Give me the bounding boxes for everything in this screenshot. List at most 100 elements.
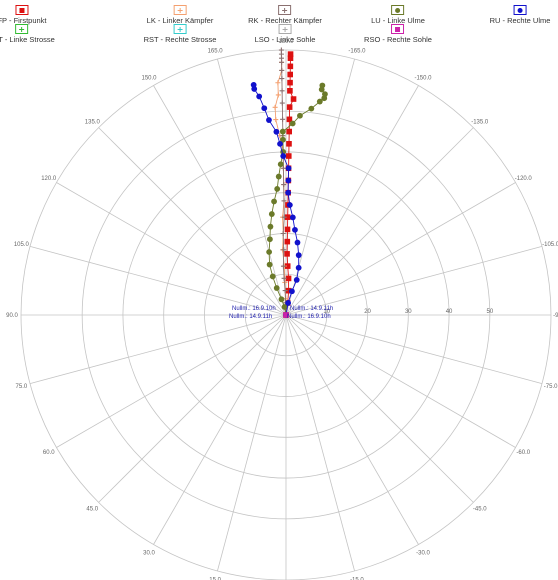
data-point xyxy=(285,275,292,282)
data-point xyxy=(286,140,292,147)
annotation-label: Nullm.: 16.9.10h xyxy=(232,306,276,312)
data-point xyxy=(281,198,287,204)
grid-spoke xyxy=(285,246,543,316)
data-point xyxy=(285,153,292,159)
radial-tick-labels: 10 20 30 40 50 xyxy=(323,309,493,315)
data-point xyxy=(280,165,286,171)
data-point xyxy=(289,120,296,127)
data-point xyxy=(284,214,291,220)
grid-spoke xyxy=(29,314,287,384)
radial-tick-label: 20 xyxy=(364,309,371,315)
legend-swatch xyxy=(278,5,292,15)
angle-tick-label: 165.0 xyxy=(208,48,224,54)
legend-swatch xyxy=(173,5,187,15)
angle-tick-label: 45.0 xyxy=(86,507,98,513)
series xyxy=(283,312,289,318)
legend-item: RST - Rechte Strosse xyxy=(143,24,217,44)
grid-spoke xyxy=(56,314,287,448)
data-point xyxy=(294,239,301,246)
grid-spoke xyxy=(285,314,355,572)
radial-tick-label: 30 xyxy=(405,309,412,315)
circle-marker-icon xyxy=(517,7,523,13)
data-point xyxy=(286,104,293,110)
angle-tick-label: 150.0 xyxy=(142,76,158,82)
data-point xyxy=(269,273,276,280)
annotation-label: Nullm.: 14.9.11h xyxy=(229,314,272,320)
data-point xyxy=(284,263,291,269)
grid-spoke xyxy=(285,127,474,316)
data-point xyxy=(287,63,294,70)
data-point xyxy=(287,79,293,86)
data-point xyxy=(285,287,292,294)
series xyxy=(250,81,302,318)
angle-tick-label: -60.0 xyxy=(516,450,530,456)
data-point xyxy=(285,165,292,172)
data-point xyxy=(275,173,282,180)
data-point xyxy=(250,81,257,88)
data-point xyxy=(271,198,277,205)
angle-tick-label: 30.0 xyxy=(143,550,155,556)
legend-label: RK - Rechter Kämpfer xyxy=(248,16,322,25)
data-point xyxy=(284,238,291,245)
data-point xyxy=(261,105,268,112)
plus-marker-icon xyxy=(177,26,183,32)
data-point xyxy=(284,226,291,233)
square-marker-icon xyxy=(19,7,25,13)
legend-label: RSO - Rechte Sohle xyxy=(364,35,432,44)
data-point xyxy=(280,263,286,269)
data-point xyxy=(279,100,285,106)
legend-label: LK - Linker Kämpfer xyxy=(146,16,214,25)
angle-tick-label: 90.0 xyxy=(6,313,18,319)
data-point xyxy=(280,116,286,122)
radial-tick-label: 50 xyxy=(487,309,494,315)
legend-label: RST - Rechte Strosse xyxy=(143,35,217,44)
data-point xyxy=(283,312,289,318)
data-point xyxy=(273,117,279,123)
data-point xyxy=(284,251,290,257)
legend-item: LU - Linke Ulme xyxy=(371,5,425,25)
grid-spoke xyxy=(56,182,287,316)
legend-label: LSO - Linke Sohle xyxy=(254,35,316,44)
plus-marker-icon xyxy=(177,7,183,13)
angle-tick-label: -75.0 xyxy=(544,384,558,390)
legend-item: FP - Firstpunkt xyxy=(0,5,47,25)
data-point xyxy=(275,92,281,98)
data-point xyxy=(295,264,302,271)
angle-tick-label: -15.0 xyxy=(350,578,364,580)
data-point xyxy=(285,177,292,184)
data-point xyxy=(290,96,297,102)
angle-tick-label: -165.0 xyxy=(348,48,366,54)
legend-swatch xyxy=(173,24,187,34)
data-point xyxy=(277,161,284,168)
legend-label: LU - Linke Ulme xyxy=(371,16,425,25)
legend-label: FP - Firstpunkt xyxy=(0,16,47,25)
data-point xyxy=(287,71,293,78)
radial-tick-label: 40 xyxy=(446,309,453,315)
radial-tick-label: 10 xyxy=(323,309,330,315)
legend-item: LSO - Linke Sohle xyxy=(254,24,316,44)
legend-label: LST - Linke Strosse xyxy=(0,35,55,44)
angle-tick-label: -135.0 xyxy=(471,119,489,125)
angle-tick-label: 135.0 xyxy=(85,119,101,125)
series-layer xyxy=(250,47,328,318)
data-point xyxy=(274,186,281,192)
grid-spoke xyxy=(285,314,474,503)
legend-swatch xyxy=(15,5,29,15)
annotations: Nullm.: 16.9.10h Nullm.: 14.9.11h Nullm.… xyxy=(229,306,333,320)
angle-tick-label: -120.0 xyxy=(515,176,533,182)
angle-tick-label: -150.0 xyxy=(414,76,432,82)
legend-item: LST - Linke Strosse xyxy=(0,24,55,44)
data-point xyxy=(280,153,287,159)
legend-swatch xyxy=(391,5,405,15)
grid-spoke xyxy=(285,182,516,316)
data-point xyxy=(279,76,285,82)
data-point xyxy=(289,288,295,295)
plus-marker-icon xyxy=(282,7,288,13)
data-point xyxy=(279,67,285,73)
data-point xyxy=(289,214,296,221)
data-point xyxy=(322,91,328,98)
data-point xyxy=(287,55,294,61)
data-point xyxy=(266,117,272,123)
legend-swatch xyxy=(391,24,405,34)
